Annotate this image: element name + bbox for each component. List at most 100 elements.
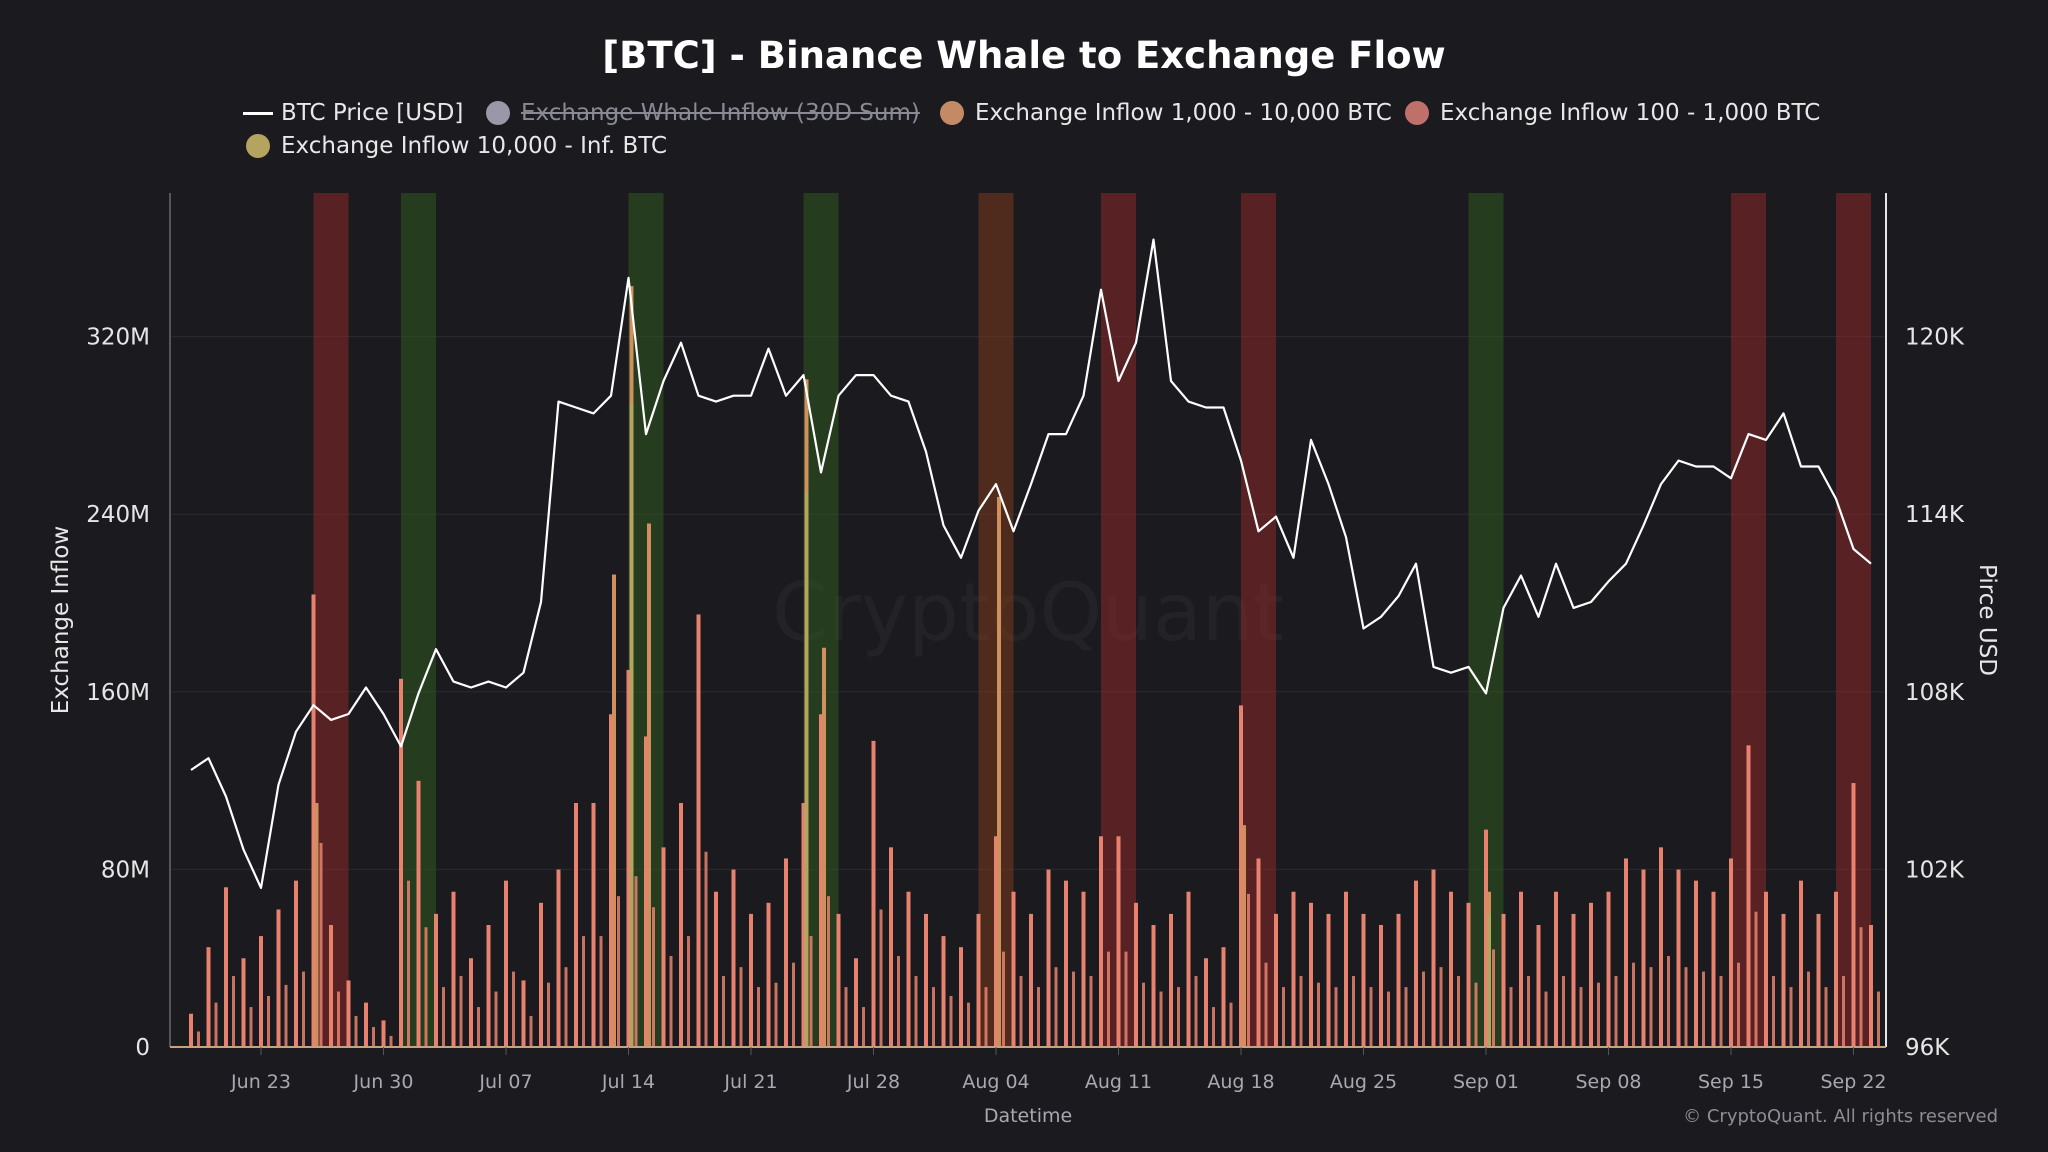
x-tick-label: Sep 22 (1820, 1071, 1886, 1093)
bar-inflow-100-1k (1711, 891, 1716, 1047)
bar-inflow-100-1k (1484, 829, 1488, 1047)
bar-inflow-100-1k-secondary (1229, 1002, 1233, 1047)
bar-inflow-100-1k-secondary (704, 851, 708, 1047)
y-left-tick-label: 240M (86, 502, 150, 528)
bar-inflow-100-1k-secondary (1702, 971, 1705, 1047)
y-right-tick-label: 96K (1905, 1035, 1950, 1061)
bar-inflow-100-1k (1554, 891, 1558, 1047)
legend-item-whale-inflow-30d[interactable]: Exchange Whale Inflow (30D Sum) (486, 100, 920, 126)
bar-inflow-100-1k-secondary (582, 936, 585, 1047)
bar-inflow-100-1k-secondary (967, 1002, 970, 1047)
bar-inflow-100-1k (556, 869, 561, 1047)
bar-inflow-100-1k (1291, 891, 1296, 1047)
bar-inflow-100-1k (1449, 891, 1453, 1047)
bar-inflow-100-1k-secondary (1789, 987, 1793, 1047)
bar-inflow-100-1k-secondary (1282, 987, 1285, 1047)
bar-inflow-100-1k-secondary (634, 876, 638, 1047)
bar-inflow-100-1k-secondary (1579, 987, 1583, 1047)
bar-inflow-100-1k (1081, 891, 1086, 1047)
bar-inflow-100-1k (574, 803, 578, 1047)
bar-inflow-100-1k (399, 678, 403, 1047)
bar-inflow-100-1k-secondary (949, 995, 953, 1047)
bar-inflow-100-1k-secondary (844, 987, 848, 1047)
bar-inflow-100-1k-secondary (1667, 956, 1670, 1047)
bar-inflow-100-1k-secondary (459, 976, 463, 1047)
bar-inflow-100-1k-secondary (1054, 967, 1058, 1047)
bar-inflow-100-1k-secondary (984, 987, 988, 1047)
circle-swatch-icon (940, 101, 964, 125)
legend-item-inflow-100-1k[interactable]: Exchange Inflow 100 - 1,000 BTC (1405, 100, 1820, 126)
bar-inflow-100-1k (1659, 847, 1663, 1047)
bar-inflow-100-1k (1851, 783, 1856, 1047)
bar-inflow-100-1k-secondary (354, 1015, 358, 1047)
y-right-tick-label: 108K (1905, 680, 1965, 706)
bar-inflow-100-1k-secondary (494, 991, 498, 1047)
bar-inflow-1k-10k (612, 574, 616, 1047)
legend-item-inflow-10k-plus[interactable]: Exchange Inflow 10,000 - Inf. BTC (246, 133, 667, 159)
bar-inflow-100-1k (609, 714, 613, 1047)
x-tick-label: Aug 25 (1330, 1071, 1397, 1093)
bar-inflow-100-1k (626, 669, 631, 1047)
circle-swatch-icon (486, 101, 510, 125)
bar-inflow-100-1k-secondary (337, 991, 340, 1047)
bar-inflow-100-1k (206, 947, 211, 1047)
bar-inflow-100-1k-secondary (1124, 951, 1128, 1047)
bar-inflow-100-1k (1326, 913, 1331, 1047)
bar-inflow-1k-10k (822, 647, 826, 1047)
bar-inflow-100-1k-secondary (669, 956, 673, 1047)
bar-inflow-100-1k (924, 913, 928, 1047)
bar-inflow-100-1k (1116, 836, 1121, 1047)
bar-inflow-100-1k-secondary (914, 976, 918, 1047)
bar-inflow-100-1k-secondary (792, 962, 795, 1047)
bar-inflow-100-1k-secondary (862, 1007, 865, 1047)
bar-inflow-100-1k-secondary (1807, 971, 1810, 1047)
bar-inflow-100-1k (294, 880, 298, 1047)
bar-inflow-100-1k (1256, 858, 1261, 1047)
bar-inflow-100-1k-secondary (1369, 987, 1373, 1047)
bar-inflow-10k-plus (804, 492, 809, 1047)
bar-inflow-100-1k (1169, 913, 1173, 1047)
bar-inflow-100-1k-secondary (1089, 976, 1093, 1047)
legend-label: Exchange Inflow 10,000 - Inf. BTC (281, 133, 668, 159)
bar-inflow-1k-10k (997, 496, 1001, 1048)
legend-item-inflow-1k-10k[interactable]: Exchange Inflow 1,000 - 10,000 BTC (940, 100, 1392, 126)
bar-inflow-100-1k (1781, 913, 1786, 1047)
highlight-band (313, 193, 349, 1047)
bar-inflow-100-1k-secondary (512, 971, 515, 1047)
bar-inflow-100-1k-secondary (1037, 987, 1040, 1047)
bar-inflow-100-1k (784, 858, 788, 1047)
bar-inflow-100-1k-secondary (897, 956, 900, 1047)
bar-inflow-100-1k (1239, 705, 1243, 1047)
bar-inflow-100-1k-secondary (652, 907, 655, 1047)
bar-inflow-100-1k-secondary (1439, 967, 1443, 1047)
bar-inflow-100-1k (591, 803, 596, 1047)
bar-inflow-100-1k-secondary (879, 909, 883, 1047)
bar-inflow-100-1k (1729, 858, 1733, 1047)
bar-inflow-100-1k (1029, 913, 1033, 1047)
bar-inflow-100-1k-secondary (1544, 991, 1548, 1047)
bar-inflow-100-1k (714, 891, 718, 1047)
y-right-axis-title: Pirce USD (1974, 564, 2000, 676)
bar-inflow-100-1k (1799, 880, 1803, 1047)
bar-inflow-100-1k (416, 780, 421, 1047)
x-tick-label: Aug 18 (1207, 1071, 1274, 1093)
bar-inflow-100-1k (521, 980, 526, 1047)
bar-inflow-100-1k (1011, 891, 1016, 1047)
x-tick-label: Aug 04 (962, 1071, 1029, 1093)
bar-inflow-100-1k (1676, 869, 1681, 1047)
bar-inflow-100-1k (679, 803, 683, 1047)
bar-inflow-100-1k (1204, 958, 1208, 1047)
bar-inflow-100-1k (854, 958, 858, 1047)
bar-inflow-100-1k (994, 836, 998, 1047)
bar-inflow-100-1k (871, 740, 876, 1047)
bar-inflow-100-1k (766, 902, 771, 1047)
bar-inflow-100-1k-secondary (1632, 962, 1635, 1047)
bar-inflow-100-1k (696, 614, 701, 1047)
bar-inflow-100-1k (801, 803, 806, 1047)
bar-inflow-100-1k (1186, 891, 1191, 1047)
bar-inflow-100-1k-secondary (232, 976, 235, 1047)
bar-inflow-100-1k-secondary (1509, 987, 1513, 1047)
legend-item-btc-price[interactable]: BTC Price [USD] (243, 100, 463, 126)
bar-inflow-100-1k (1309, 902, 1313, 1047)
bar-inflow-100-1k-secondary (774, 982, 778, 1047)
